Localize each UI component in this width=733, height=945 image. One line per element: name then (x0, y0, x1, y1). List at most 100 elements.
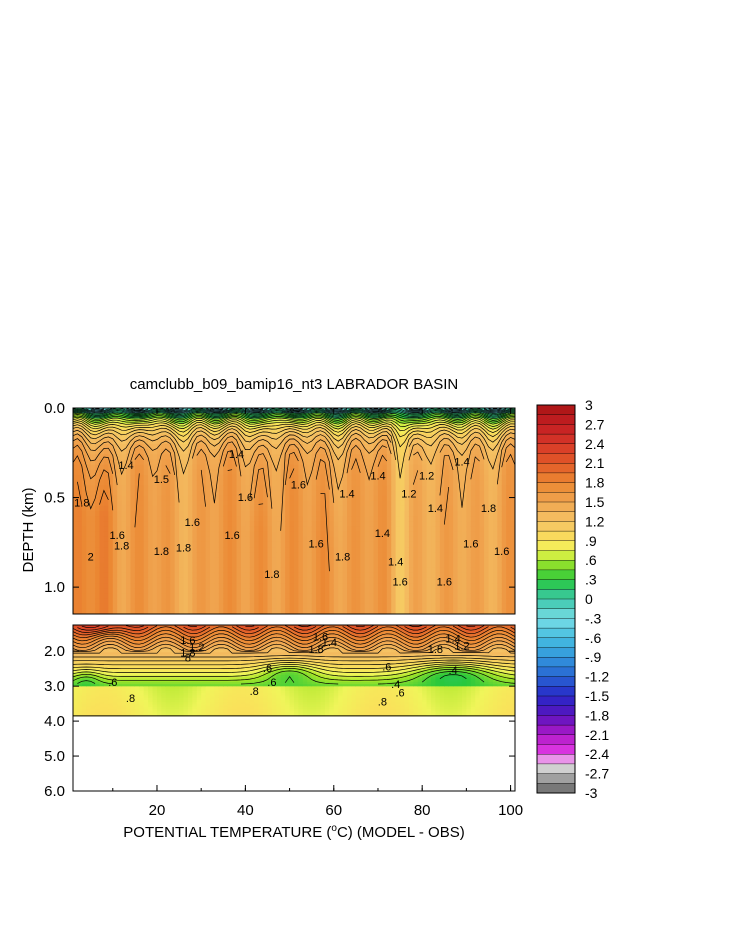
heatmap-cell (210, 418, 216, 425)
heatmap-cell (139, 562, 145, 569)
heatmap-cell (214, 469, 220, 476)
heatmap-cell (263, 521, 269, 528)
heatmap-cell (165, 668, 171, 672)
heatmap-cell (156, 464, 162, 471)
heatmap-cell (130, 449, 136, 455)
heatmap-cell (201, 474, 207, 481)
heatmap-cell (422, 588, 428, 594)
heatmap-cell (453, 500, 459, 507)
heatmap-cell (347, 583, 353, 589)
heatmap-cell (276, 536, 282, 543)
heatmap-cell (422, 464, 428, 471)
heatmap-cell (152, 670, 158, 674)
heatmap-cell (139, 438, 145, 445)
heatmap-cell (373, 516, 379, 522)
heatmap-cell (506, 444, 512, 450)
heatmap-cell (373, 572, 379, 579)
heatmap-cell (77, 572, 83, 579)
heatmap-cell (351, 474, 357, 481)
heatmap-cell (245, 577, 251, 584)
heatmap-cell (408, 577, 414, 584)
heatmap-cell (488, 469, 494, 476)
heatmap-cell (435, 531, 441, 538)
heatmap-cell (395, 567, 401, 574)
heatmap-cell (108, 500, 114, 507)
heatmap-cell (408, 552, 414, 558)
heatmap-cell (236, 588, 242, 594)
heatmap-cell (103, 418, 109, 425)
heatmap-cell (86, 562, 92, 569)
heatmap-cell (152, 536, 158, 543)
heatmap-cell (201, 438, 207, 445)
heatmap-cell (73, 516, 79, 522)
heatmap-cell (152, 428, 158, 435)
heatmap-cell (422, 526, 428, 533)
heatmap-cell (161, 629, 167, 633)
heatmap-cell (311, 511, 317, 517)
heatmap-cell (86, 674, 92, 678)
heatmap-cell (99, 640, 105, 644)
heatmap-cell (448, 547, 454, 553)
heatmap-cell (161, 526, 167, 533)
heatmap-cell (117, 418, 123, 425)
heatmap-cell (143, 677, 149, 681)
heatmap-cell (134, 699, 140, 703)
heatmap-cell (170, 505, 176, 512)
heatmap-cell (271, 490, 277, 497)
heatmap-cell (103, 608, 109, 614)
heatmap-cell (435, 603, 441, 610)
heatmap-cell (143, 485, 149, 491)
heatmap-cell (139, 588, 145, 594)
heatmap-cell (510, 449, 515, 455)
heatmap-cell (148, 567, 154, 574)
heatmap-cell (382, 526, 388, 533)
heatmap-cell (307, 444, 313, 450)
heatmap-cell (165, 547, 171, 553)
heatmap-cell (196, 480, 202, 486)
heatmap-cell (320, 572, 326, 579)
heatmap-cell (377, 474, 383, 481)
heatmap-cell (400, 531, 406, 538)
heatmap-cell (99, 490, 105, 497)
contour-line (90, 408, 507, 412)
heatmap-cell (461, 541, 467, 548)
heatmap-cell (426, 531, 432, 538)
heatmap-cell (130, 454, 136, 461)
heatmap-cell (130, 469, 136, 476)
heatmap-cell (240, 557, 246, 564)
heatmap-cell (431, 438, 437, 445)
heatmap-cell (338, 562, 344, 569)
heatmap-cell (143, 684, 149, 687)
heatmap-cell (143, 577, 149, 584)
heatmap-cell (126, 541, 132, 548)
heatmap-cell (413, 521, 419, 528)
heatmap-cell (391, 588, 397, 594)
heatmap-cell (391, 557, 397, 564)
heatmap-cell (161, 709, 167, 712)
heatmap-cell (112, 711, 118, 715)
heatmap-cell (130, 526, 136, 533)
heatmap-cell (183, 603, 189, 610)
contour-label: 1.4 (229, 449, 244, 461)
heatmap-cell (139, 541, 145, 548)
heatmap-cell (165, 665, 171, 669)
heatmap-cell (377, 516, 383, 522)
heatmap-cell (121, 428, 127, 435)
heatmap-cell (77, 583, 83, 589)
heatmap-cell (497, 603, 503, 610)
heatmap-cell (165, 645, 171, 649)
heatmap-cell (245, 505, 251, 512)
heatmap-cell (404, 567, 410, 574)
heatmap-cell (121, 704, 127, 708)
heatmap-cell (179, 433, 185, 440)
heatmap-cell (232, 608, 238, 614)
heatmap-cell (280, 516, 286, 522)
heatmap-cell (112, 706, 118, 710)
heatmap-cell (223, 577, 229, 584)
heatmap-cell (227, 526, 233, 533)
heatmap-cell (108, 661, 114, 665)
heatmap-cell (73, 629, 79, 633)
heatmap-cell (201, 598, 207, 605)
heatmap-cell (311, 598, 317, 605)
heatmap-cell (90, 674, 96, 678)
